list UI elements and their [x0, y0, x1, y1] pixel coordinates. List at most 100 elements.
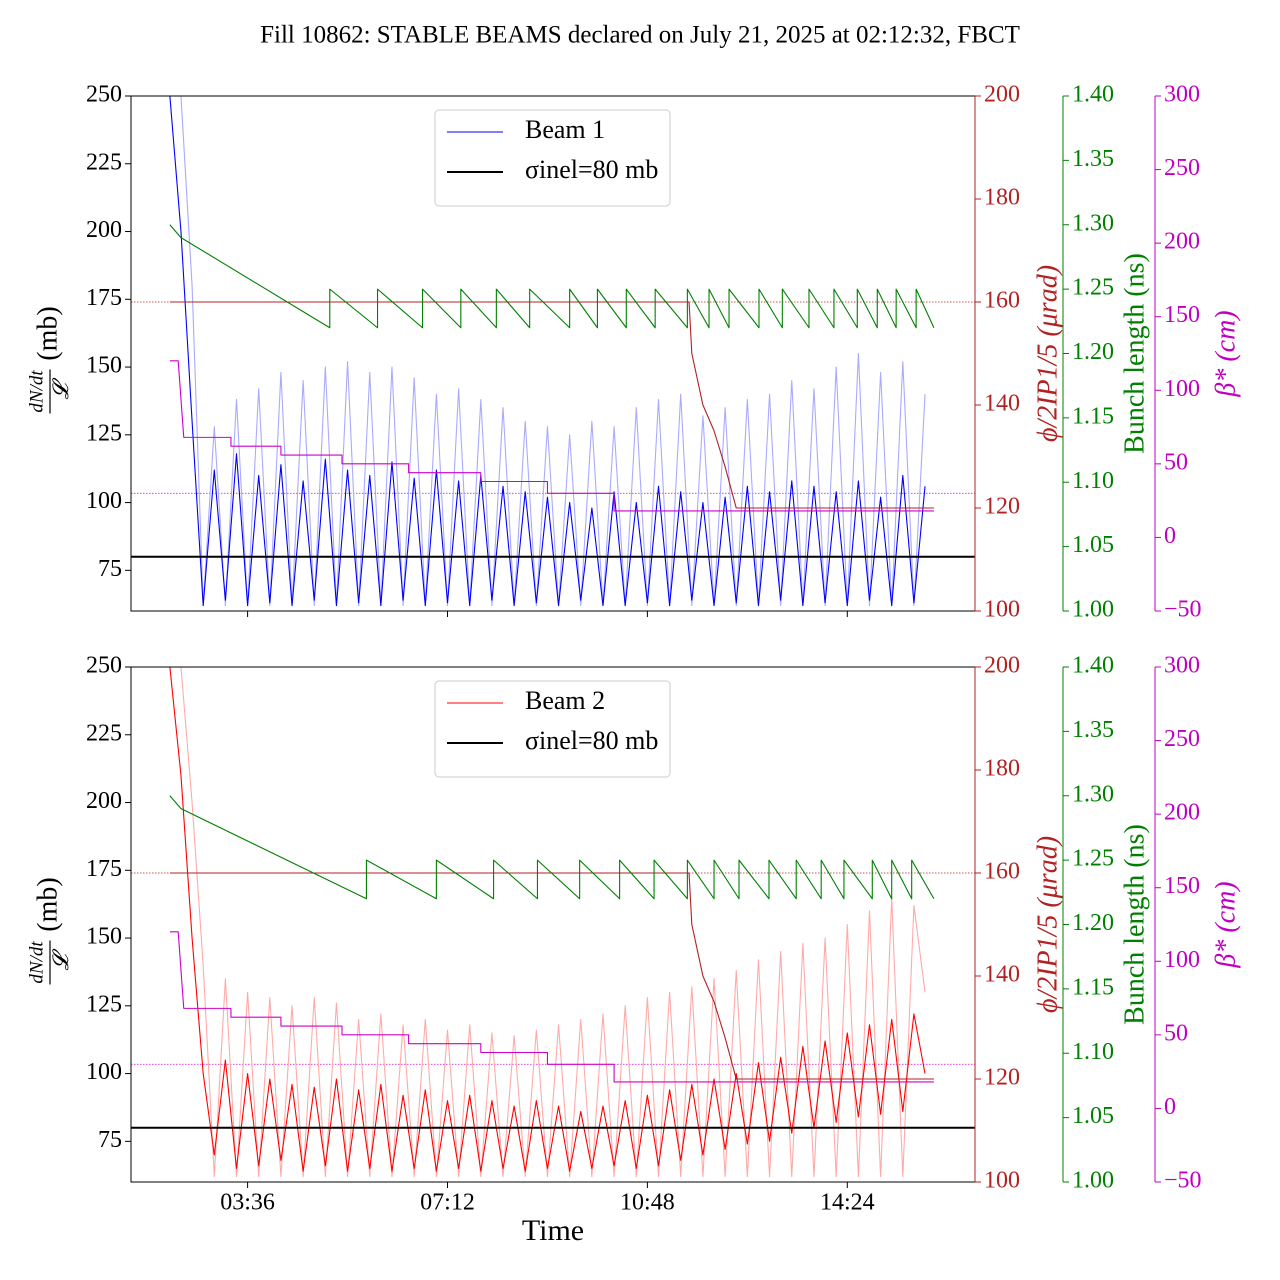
series-line	[169, 931, 934, 1083]
y3-tick-label: 1.25	[1072, 846, 1114, 872]
plot-area	[131, 96, 975, 607]
y4-tick-label: 50	[1164, 1020, 1188, 1046]
y3-axis-label: Bunch length (ns)	[1119, 253, 1150, 454]
y-label-unit: (mb)	[32, 877, 63, 931]
y3-tick-label: 1.35	[1072, 146, 1114, 172]
series-line	[169, 224, 935, 329]
y4-tick-label: 250	[1164, 155, 1200, 181]
y2-tick-label: 160	[984, 859, 1020, 885]
y3-tick-label: 1.25	[1072, 275, 1114, 301]
y3-axis-label: Bunch length (ns)	[1119, 824, 1150, 1025]
series-line	[169, 96, 926, 607]
chart-title: Fill 10862: STABLE BEAMS declared on Jul…	[260, 22, 1020, 49]
y2-tick-label: 180	[984, 756, 1020, 782]
y4-tick-label: −50	[1164, 1168, 1202, 1194]
y-tick-label: 175	[86, 285, 122, 311]
y3-tick-label: 1.00	[1072, 1168, 1114, 1194]
legend-label: σinel=80 mb	[525, 155, 658, 184]
y2-tick-label: 100	[984, 597, 1020, 623]
series-line	[169, 360, 934, 512]
y-tick-label: 200	[86, 788, 122, 814]
y-tick-label: 150	[86, 353, 122, 379]
y-tick-label: 125	[86, 420, 122, 446]
y3-tick-label: 1.40	[1072, 653, 1114, 679]
y3-tick-label: 1.05	[1072, 532, 1114, 558]
y2-axis-label: ϕ/2IP1/5 (μrad)	[1032, 836, 1063, 1013]
y3-tick-label: 1.15	[1072, 403, 1114, 429]
y4-tick-label: 300	[1164, 653, 1200, 679]
y3-tick-label: 1.35	[1072, 717, 1114, 743]
legend-label: σinel=80 mb	[525, 726, 658, 755]
y-axis-label: dN/dt 𝓛(mb)	[26, 306, 73, 414]
y-tick-label: 150	[86, 924, 122, 950]
y4-axis-label: β* (cm)	[1210, 310, 1241, 397]
y3-tick-label: 1.10	[1072, 468, 1114, 494]
series-line	[169, 301, 934, 509]
y4-tick-label: 50	[1164, 449, 1188, 475]
y2-tick-label: 200	[984, 653, 1020, 679]
y-tick-label: 250	[86, 653, 122, 679]
y3-tick-label: 1.40	[1072, 82, 1114, 108]
x-tick-label: 03:36	[220, 1190, 275, 1216]
y4-tick-label: −50	[1164, 597, 1202, 623]
series-line	[169, 872, 934, 1080]
y4-tick-label: 200	[1164, 800, 1200, 826]
legend-box	[434, 680, 671, 778]
y3-tick-label: 1.30	[1072, 781, 1114, 807]
y3-tick-label: 1.30	[1072, 210, 1114, 236]
y2-tick-label: 120	[984, 494, 1020, 520]
y4-tick-label: 0	[1164, 523, 1176, 549]
y2-tick-label: 140	[984, 962, 1020, 988]
y-tick-label: 75	[98, 556, 122, 582]
x-tick-label: 14:24	[820, 1190, 875, 1216]
y4-tick-label: 150	[1164, 873, 1200, 899]
y4-tick-label: 100	[1164, 376, 1200, 402]
y3-tick-label: 1.15	[1072, 974, 1114, 1000]
y2-axis-label: ϕ/2IP1/5 (μrad)	[1032, 265, 1063, 442]
y-tick-label: 225	[86, 149, 122, 175]
y-label-unit: (mb)	[32, 306, 63, 360]
y-tick-label: 100	[86, 1059, 122, 1085]
plot-area	[131, 667, 975, 1178]
y-tick-label: 125	[86, 991, 122, 1017]
x-tick-label: 10:48	[620, 1190, 675, 1216]
y-tick-label: 200	[86, 217, 122, 243]
y2-tick-label: 120	[984, 1065, 1020, 1091]
y4-tick-label: 100	[1164, 947, 1200, 973]
legend-label: Beam 2	[525, 686, 605, 715]
y-tick-label: 175	[86, 856, 122, 882]
y-tick-label: 225	[86, 720, 122, 746]
y2-tick-label: 160	[984, 288, 1020, 314]
y-tick-label: 250	[86, 82, 122, 108]
y2-tick-label: 200	[984, 82, 1020, 108]
x-tick-label: 07:12	[420, 1190, 475, 1216]
y-tick-label: 100	[86, 488, 122, 514]
y4-tick-label: 250	[1164, 726, 1200, 752]
y2-tick-label: 180	[984, 185, 1020, 211]
y3-tick-label: 1.10	[1072, 1039, 1114, 1065]
y4-tick-label: 0	[1164, 1094, 1176, 1120]
y4-tick-label: 150	[1164, 302, 1200, 328]
y4-tick-label: 300	[1164, 82, 1200, 108]
y-tick-label: 75	[98, 1127, 122, 1153]
legend-label: Beam 1	[525, 115, 605, 144]
series-line	[169, 667, 926, 1178]
y3-tick-label: 1.05	[1072, 1103, 1114, 1129]
y4-tick-label: 200	[1164, 229, 1200, 255]
x-axis-label: Time	[522, 1214, 584, 1247]
series-line	[169, 667, 926, 1172]
y2-tick-label: 100	[984, 1168, 1020, 1194]
y4-axis-label: β* (cm)	[1210, 881, 1241, 968]
legend-box	[434, 109, 671, 207]
y-label-numerator: dN/dt	[26, 941, 47, 984]
y-label-numerator: dN/dt	[26, 370, 47, 413]
y2-tick-label: 140	[984, 391, 1020, 417]
y3-tick-label: 1.00	[1072, 597, 1114, 623]
series-line	[169, 795, 935, 900]
y3-tick-label: 1.20	[1072, 339, 1114, 365]
y3-tick-label: 1.20	[1072, 910, 1114, 936]
